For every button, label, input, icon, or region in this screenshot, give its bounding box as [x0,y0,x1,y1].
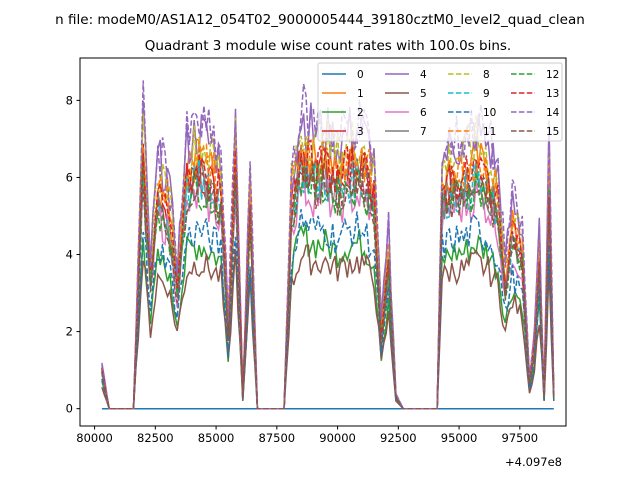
y-tick-label: 2 [66,325,73,339]
x-offset-label: +4.097e8 [505,455,562,469]
x-tick-label: 82500 [137,431,174,445]
series-line-15 [101,166,555,410]
axes-frame [79,57,567,427]
legend-label-3: 3 [357,126,364,138]
legend-label-14: 14 [546,107,560,119]
series-line-14 [101,80,555,410]
x-axis: 80000 82500 85000 87500 90000 92500 95000 97500 [76,426,538,445]
y-tick-label: 0 [66,402,73,416]
legend-label-9: 9 [483,88,490,100]
legend-label-6: 6 [420,107,427,119]
legend-label-0: 0 [357,69,364,81]
series-line-6 [101,167,555,410]
legend-label-8: 8 [483,69,490,81]
series-line-9 [101,154,555,410]
legend-label-13: 13 [546,88,559,100]
x-tick-label: 90000 [319,431,356,445]
legend-label-12: 12 [546,69,559,81]
chart-title: Quadrant 3 module wise count rates with … [145,38,511,54]
legend-label-1: 1 [357,88,364,100]
legend-label-5: 5 [420,88,427,100]
legend-label-11: 11 [483,126,496,138]
legend-label-10: 10 [483,107,496,119]
x-tick-label: 92500 [380,431,417,445]
x-tick-label: 85000 [198,431,235,445]
x-tick-label: 80000 [76,431,113,445]
legend-label-15: 15 [546,126,559,138]
y-tick-label: 8 [66,93,73,107]
figure-suptitle: n file: modeM0/AS1A12_054T02_9000005444_… [55,12,585,28]
series-line-13 [101,139,555,410]
legend-label-4: 4 [420,69,427,81]
x-tick-label: 97500 [502,431,539,445]
legend-label-2: 2 [357,107,364,119]
legend-box [317,62,563,142]
legend-label-7: 7 [420,126,427,138]
series-line-12 [101,153,555,410]
y-tick-label: 6 [66,170,73,184]
y-tick-label: 4 [66,248,73,262]
series-line-10 [101,209,555,410]
x-tick-label: 87500 [259,431,296,445]
series-line-5 [101,244,555,410]
y-axis: 0 2 4 6 8 [66,93,80,416]
x-tick-label: 95000 [441,431,478,445]
